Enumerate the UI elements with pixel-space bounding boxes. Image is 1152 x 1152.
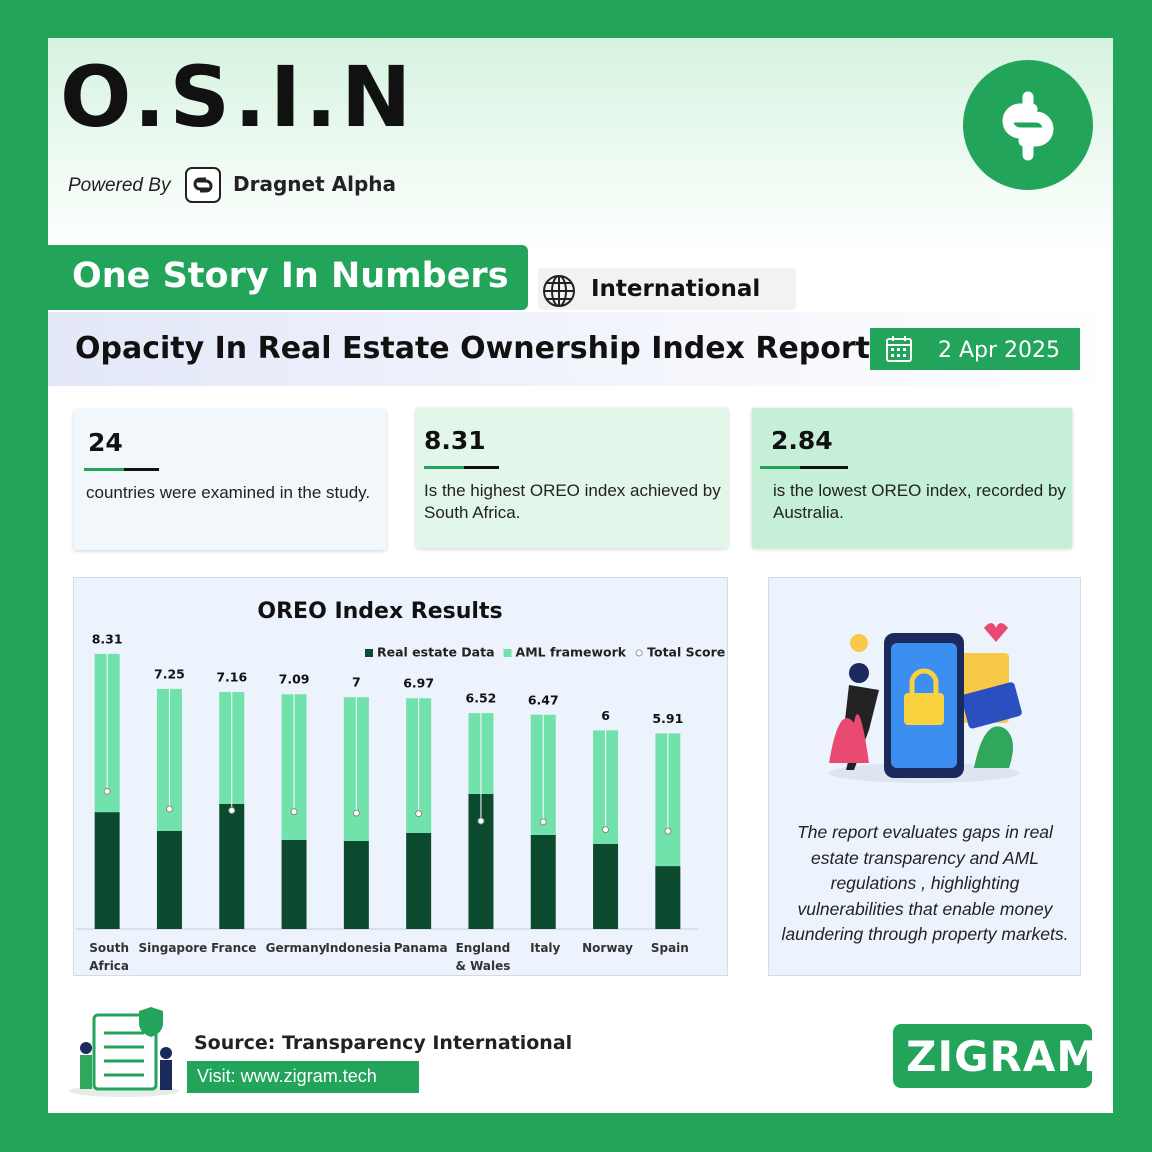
data-label: 6	[601, 708, 610, 723]
legend-swatch	[365, 649, 373, 657]
bar-segment	[530, 834, 556, 929]
zigram-box	[893, 1024, 1092, 1088]
header-bg	[48, 38, 1113, 253]
stat-text: countries were examined in the study.	[86, 483, 371, 502]
x-tick-label: South Africa	[89, 941, 130, 973]
x-tick-label: Norway	[582, 941, 633, 955]
stat-value: 2.84	[771, 426, 833, 455]
region-pill	[538, 268, 796, 310]
data-label: 6.47	[528, 692, 559, 707]
accent	[800, 466, 848, 469]
region: International	[591, 276, 761, 302]
bar-segment	[655, 866, 681, 929]
x-tick-label: Panama	[393, 941, 448, 955]
visit-link: Visit: www.zigram.tech	[197, 1066, 377, 1086]
data-label: 7.25	[154, 666, 185, 681]
bar-segment	[593, 843, 619, 929]
chart-panel: OREO Index Results Real estate Data AML f…	[73, 577, 728, 976]
bar-segment	[281, 839, 307, 929]
total-marker	[290, 808, 298, 816]
legend-swatch	[503, 649, 512, 657]
x-tick-label: Singapore	[138, 941, 208, 955]
stat-value: 24	[88, 428, 123, 457]
total-marker	[103, 787, 111, 795]
brand-name: Dragnet Alpha	[233, 172, 396, 196]
x-tick-label: Spain	[650, 941, 689, 955]
date: 2 Apr 2025	[938, 338, 1061, 363]
bar-segment	[219, 803, 245, 929]
stat-card: 8.31 Is the highest OREO index achieved …	[416, 408, 728, 548]
data-label: 6.52	[466, 691, 497, 706]
tab-title: One Story In Numbers	[72, 256, 509, 296]
bar-segment	[94, 812, 120, 929]
legend-label: Real estate Data	[377, 645, 495, 660]
stat-text: Is the highest OREO index achieved by So…	[424, 481, 721, 522]
illustration	[829, 623, 1022, 783]
total-marker	[165, 805, 173, 813]
accent	[424, 466, 464, 469]
dragnet-icon	[185, 167, 221, 203]
legend-label: Total Score	[647, 645, 725, 660]
accent	[84, 468, 124, 471]
chart-title: OREO Index Results	[257, 599, 502, 624]
visit-box	[187, 1061, 419, 1093]
x-tick-label: Indonesia	[325, 941, 392, 955]
total-marker	[352, 809, 360, 817]
total-marker	[228, 806, 236, 814]
data-label: 5.91	[652, 711, 683, 726]
stat-card: 24 countries were examined in the study.	[74, 410, 386, 550]
total-marker	[415, 810, 423, 818]
bar-segment	[406, 832, 432, 929]
powered-by: Powered By	[68, 175, 171, 196]
brand-title: O.S.I.N	[60, 48, 416, 146]
data-label: 8.31	[92, 631, 123, 646]
total-marker	[664, 827, 672, 835]
footer-illustration	[69, 1007, 179, 1097]
report-title: Opacity In Real Estate Ownership Index R…	[75, 331, 871, 366]
panel: O.S.I.N Powered By Dragnet Alpha One Sto…	[48, 38, 1113, 1113]
stat-text: is the lowest OREO index, recorded by Au…	[773, 481, 1066, 522]
legend-swatch	[635, 649, 643, 657]
logo-circle	[963, 60, 1093, 190]
x-tick-label: Italy	[530, 941, 561, 955]
accent	[124, 468, 159, 471]
bar-segment	[343, 840, 369, 929]
x-tick-label: England & Wales	[455, 941, 511, 973]
zigram-logo: ZIGRAM	[906, 1032, 1100, 1081]
accent	[464, 466, 499, 469]
stat-value: 8.31	[424, 426, 486, 455]
legend-label: AML framework	[516, 645, 627, 660]
accent	[760, 466, 800, 469]
source: Source: Transparency International	[194, 1032, 573, 1054]
total-marker	[602, 826, 610, 834]
bar-segment	[156, 830, 182, 929]
x-tick-label: France	[211, 941, 257, 955]
total-marker	[539, 818, 547, 826]
total-marker	[477, 817, 485, 825]
x-tick-label: Germany	[265, 941, 327, 955]
data-label: 7.16	[216, 669, 247, 684]
calendar-icon	[886, 336, 912, 362]
data-label: 7.09	[279, 672, 310, 687]
description: The report evaluates gaps in real estate…	[781, 822, 1069, 944]
tab-bg	[48, 245, 528, 310]
stat-card: 2.84 is the lowest OREO index, recorded …	[752, 408, 1072, 548]
info-panel: The report evaluates gaps in real estate…	[768, 577, 1081, 976]
data-label: 6.97	[403, 676, 434, 691]
data-label: 7	[352, 675, 361, 690]
chart: OREO Index Results Real estate Data AML f…	[76, 599, 725, 930]
globe-icon	[543, 275, 575, 307]
